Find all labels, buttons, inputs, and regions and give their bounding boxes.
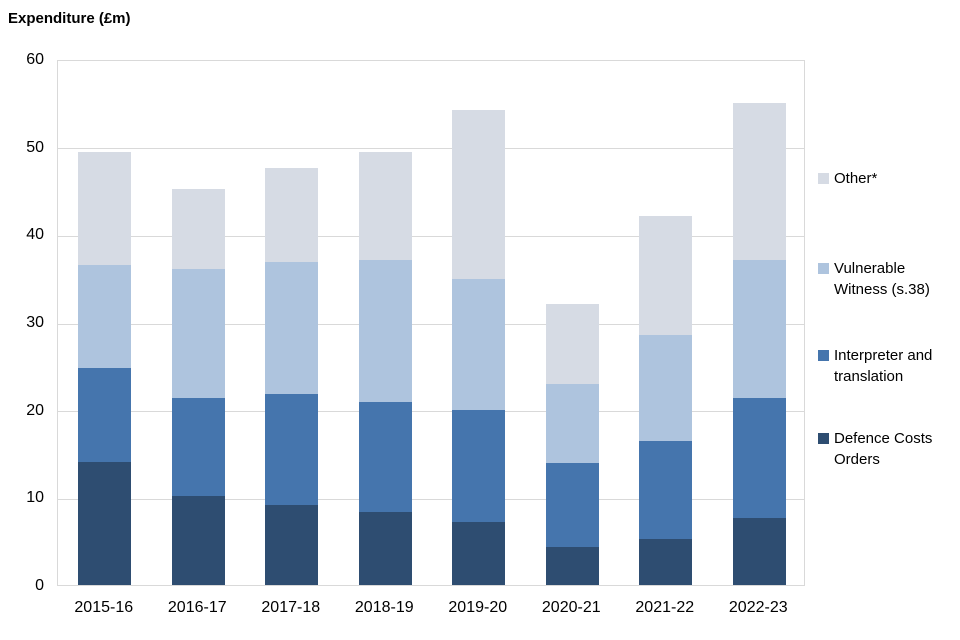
legend-swatch-icon bbox=[818, 433, 829, 444]
x-tick-label-2019-20: 2019-20 bbox=[448, 599, 508, 616]
bar-segment-2017-18-interpreter-and-translation bbox=[265, 393, 319, 506]
bar-2018-19 bbox=[358, 151, 412, 585]
legend-label: Interpreter and translation bbox=[834, 347, 933, 385]
bar-segment-2016-17-vulnerable-witness-s-38 bbox=[171, 268, 225, 399]
bar-segment-2016-17-defence-costs-orders bbox=[171, 496, 225, 585]
gridline-30 bbox=[58, 323, 804, 325]
gridline-50 bbox=[58, 148, 804, 150]
bar-segment-2015-16-defence-costs-orders bbox=[78, 462, 132, 585]
bar-2019-20 bbox=[452, 109, 506, 585]
y-tick-label-30: 30 bbox=[26, 314, 44, 331]
legend-item-defence-costs-orders: Defence Costs Orders bbox=[818, 428, 956, 470]
bar-segment-2020-21-vulnerable-witness-s-38 bbox=[545, 384, 599, 464]
y-tick-label-20: 20 bbox=[26, 401, 44, 419]
x-tick-label-2020-21: 2020-21 bbox=[541, 599, 601, 616]
gridline-20 bbox=[58, 411, 804, 413]
legend-swatch-icon bbox=[818, 263, 829, 274]
x-tick-label-2016-17: 2016-17 bbox=[167, 599, 227, 616]
x-tick-label-2015-16: 2015-16 bbox=[74, 599, 134, 616]
x-tick-label-2018-19: 2018-19 bbox=[354, 599, 414, 616]
x-tick-label-2017-18: 2017-18 bbox=[261, 599, 321, 616]
legend-label: Defence Costs Orders bbox=[834, 430, 933, 468]
bar-segment-2019-20-vulnerable-witness-s-38 bbox=[452, 279, 506, 410]
legend-item-other: Other* bbox=[818, 168, 877, 189]
y-tick-label-60: 60 bbox=[26, 51, 44, 68]
y-tick-label-50: 50 bbox=[26, 138, 44, 156]
bar-segment-2019-20-interpreter-and-translation bbox=[452, 409, 506, 522]
bar-segment-2018-19-defence-costs-orders bbox=[358, 512, 412, 585]
bar-2022-23 bbox=[732, 102, 786, 585]
legend-swatch-icon bbox=[818, 350, 829, 361]
legend-item-interpreter-and-translation: Interpreter and translation bbox=[818, 345, 956, 387]
bar-segment-2017-18-other bbox=[265, 167, 319, 263]
bar-segment-2020-21-interpreter-and-translation bbox=[545, 463, 599, 548]
bar-segment-2016-17-other bbox=[171, 188, 225, 269]
bar-2015-16 bbox=[78, 151, 132, 585]
legend-item-vulnerable-witness-s-38: Vulnerable Witness (s.38) bbox=[818, 258, 956, 300]
legend-label: Other* bbox=[834, 170, 878, 187]
bar-segment-2022-23-interpreter-and-translation bbox=[732, 398, 786, 519]
gridline-10 bbox=[58, 498, 804, 500]
bar-segment-2022-23-other bbox=[732, 102, 786, 260]
bar-segment-2017-18-vulnerable-witness-s-38 bbox=[265, 262, 319, 394]
bar-segment-2020-21-other bbox=[545, 304, 599, 385]
bar-2020-21 bbox=[545, 304, 599, 585]
bar-segment-2021-22-defence-costs-orders bbox=[639, 539, 693, 585]
bar-segment-2021-22-vulnerable-witness-s-38 bbox=[639, 335, 693, 442]
bar-segment-2021-22-other bbox=[639, 215, 693, 336]
x-tick-label-2022-23: 2022-23 bbox=[728, 599, 788, 616]
y-tick-label-0: 0 bbox=[35, 577, 44, 594]
bar-segment-2015-16-interpreter-and-translation bbox=[78, 367, 132, 463]
bar-2017-18 bbox=[265, 167, 319, 585]
bar-segment-2021-22-interpreter-and-translation bbox=[639, 441, 693, 540]
legend-swatch-icon bbox=[818, 173, 829, 184]
bar-segment-2018-19-vulnerable-witness-s-38 bbox=[358, 259, 412, 402]
y-tick-label-40: 40 bbox=[26, 226, 44, 244]
gridline-40 bbox=[58, 235, 804, 237]
bar-2021-22 bbox=[639, 215, 693, 585]
bar-segment-2018-19-interpreter-and-translation bbox=[358, 401, 412, 513]
legend-label: Vulnerable Witness (s.38) bbox=[834, 260, 930, 298]
bar-segment-2016-17-interpreter-and-translation bbox=[171, 398, 225, 497]
bar-segment-2022-23-defence-costs-orders bbox=[732, 518, 786, 585]
bar-segment-2018-19-other bbox=[358, 151, 412, 260]
bar-segment-2015-16-vulnerable-witness-s-38 bbox=[78, 265, 132, 368]
bar-segment-2019-20-other bbox=[452, 109, 506, 280]
x-tick-label-2021-22: 2021-22 bbox=[635, 599, 695, 616]
chart-title: Expenditure (£m) bbox=[8, 10, 131, 27]
bar-segment-2022-23-vulnerable-witness-s-38 bbox=[732, 259, 786, 399]
plot-area bbox=[57, 60, 805, 586]
bar-segment-2015-16-other bbox=[78, 151, 132, 266]
bar-segment-2017-18-defence-costs-orders bbox=[265, 505, 319, 585]
y-tick-label-10: 10 bbox=[26, 489, 44, 507]
bar-2016-17 bbox=[171, 188, 225, 585]
bar-segment-2020-21-defence-costs-orders bbox=[545, 547, 599, 585]
bar-segment-2019-20-defence-costs-orders bbox=[452, 521, 506, 585]
